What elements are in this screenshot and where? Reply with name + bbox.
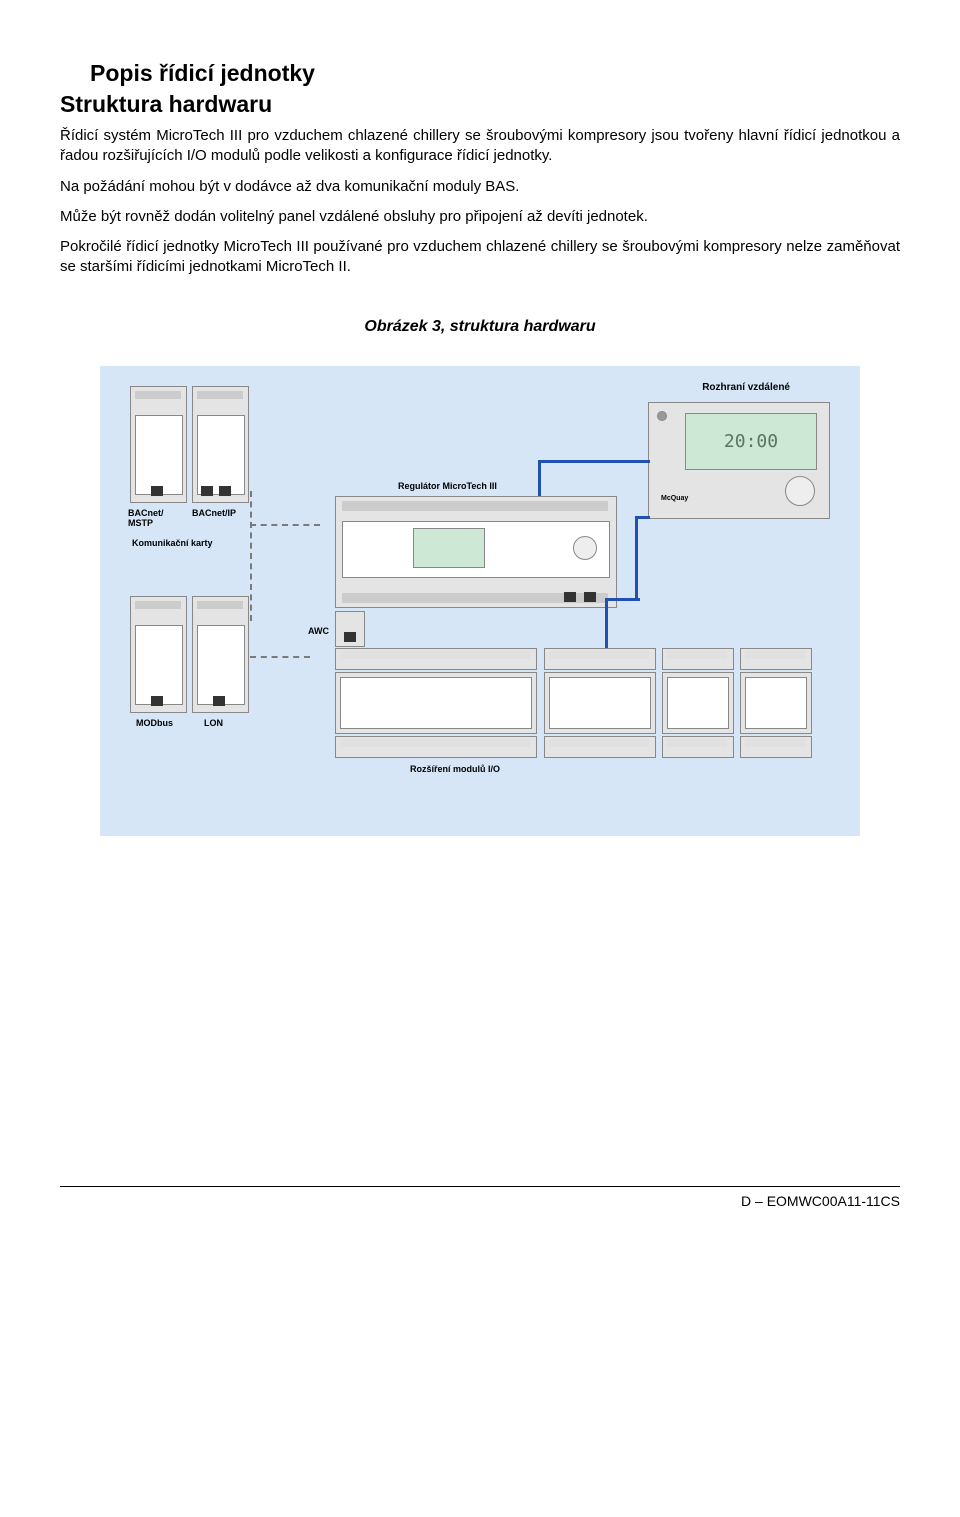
remote-knob-icon <box>785 476 815 506</box>
blue-connector <box>635 516 638 601</box>
lon-card <box>192 596 249 713</box>
io-module-3 <box>662 648 734 670</box>
awc-label: AWC <box>308 626 329 636</box>
io-inner <box>549 677 651 729</box>
port-icon <box>151 696 163 706</box>
modbus-label: MODbus <box>136 718 173 728</box>
dashed-connector <box>250 491 252 621</box>
dashed-connector <box>250 656 310 658</box>
paragraph-2: Na požádání mohou být v dodávce až dva k… <box>60 177 900 197</box>
terminal-row <box>135 601 181 609</box>
io-inner <box>340 677 532 729</box>
bacnet-mstp-label: BACnet/ MSTP <box>128 508 176 528</box>
io-inner <box>745 677 807 729</box>
card-body <box>135 625 183 705</box>
io-terminal <box>667 739 727 747</box>
io-body-2 <box>544 672 656 734</box>
io-terminal <box>549 739 649 747</box>
lon-label: LON <box>204 718 223 728</box>
bacnet-ip-card <box>192 386 249 503</box>
subtitle: Struktura hardwaru <box>60 91 900 118</box>
io-bottom-2 <box>544 736 656 758</box>
blue-connector <box>538 460 541 496</box>
awc-module <box>335 611 365 647</box>
terminal-top <box>342 501 608 511</box>
io-terminal <box>667 651 727 659</box>
io-terminal <box>549 651 649 659</box>
port-icon <box>201 486 213 496</box>
io-extension-label: Rozšíření modulů I/O <box>410 764 500 774</box>
blue-connector <box>635 516 650 519</box>
paragraph-1: Řídicí systém MicroTech III pro vzduchem… <box>60 126 900 167</box>
io-module-2 <box>544 648 656 670</box>
page-title: Popis řídicí jednotky <box>90 60 900 87</box>
io-bottom-4 <box>740 736 812 758</box>
io-terminal <box>745 739 805 747</box>
io-inner <box>667 677 729 729</box>
card-body <box>197 415 245 495</box>
modbus-card <box>130 596 187 713</box>
paragraph-4: Pokročilé řídicí jednotky MicroTech III … <box>60 237 900 278</box>
awc-port <box>344 632 356 642</box>
remote-brand-label: McQuay <box>661 495 688 502</box>
io-body-1 <box>335 672 537 734</box>
io-bottom-3 <box>662 736 734 758</box>
terminal-row <box>135 391 181 399</box>
blue-connector <box>605 598 608 648</box>
comm-cards-label: Komunikační karty <box>132 538 213 548</box>
io-module-1 <box>335 648 537 670</box>
regulator-knob <box>573 536 597 560</box>
remote-display-panel: 20:00 McQuay <box>648 402 830 519</box>
bacnet-mstp-card <box>130 386 187 503</box>
regulator-core <box>342 521 610 578</box>
regulator-port <box>564 592 576 602</box>
port-icon <box>219 486 231 496</box>
terminal-row <box>197 601 243 609</box>
paragraph-3: Může být rovněž dodán volitelný panel vz… <box>60 207 900 227</box>
remote-interface-label: Rozhraní vzdálené <box>702 382 790 393</box>
io-body-3 <box>662 672 734 734</box>
io-terminal <box>340 651 530 659</box>
port-icon <box>213 696 225 706</box>
io-bottom-1 <box>335 736 537 758</box>
card-body <box>197 625 245 705</box>
port-icon <box>151 486 163 496</box>
remote-display-screen: 20:00 <box>685 413 817 470</box>
blue-connector <box>538 460 650 463</box>
figure-caption: Obrázek 3, struktura hardwaru <box>60 318 900 336</box>
regulator-port <box>584 592 596 602</box>
hardware-diagram: Rozhraní vzdálené 20:00 McQuay BACnet/ M… <box>100 366 860 836</box>
io-module-4 <box>740 648 812 670</box>
footer: D – EOMWC00A11-11CS <box>60 1186 900 1209</box>
terminal-row <box>197 391 243 399</box>
bacnet-ip-label: BACnet/IP <box>192 508 236 518</box>
card-body <box>135 415 183 495</box>
regulator-screen <box>413 528 485 568</box>
remote-led-icon <box>657 411 667 421</box>
dashed-connector <box>250 524 320 526</box>
io-body-4 <box>740 672 812 734</box>
regulator-label: Regulátor MicroTech III <box>398 481 497 491</box>
io-terminal <box>340 739 530 747</box>
io-terminal <box>745 651 805 659</box>
microtech-regulator <box>335 496 617 608</box>
